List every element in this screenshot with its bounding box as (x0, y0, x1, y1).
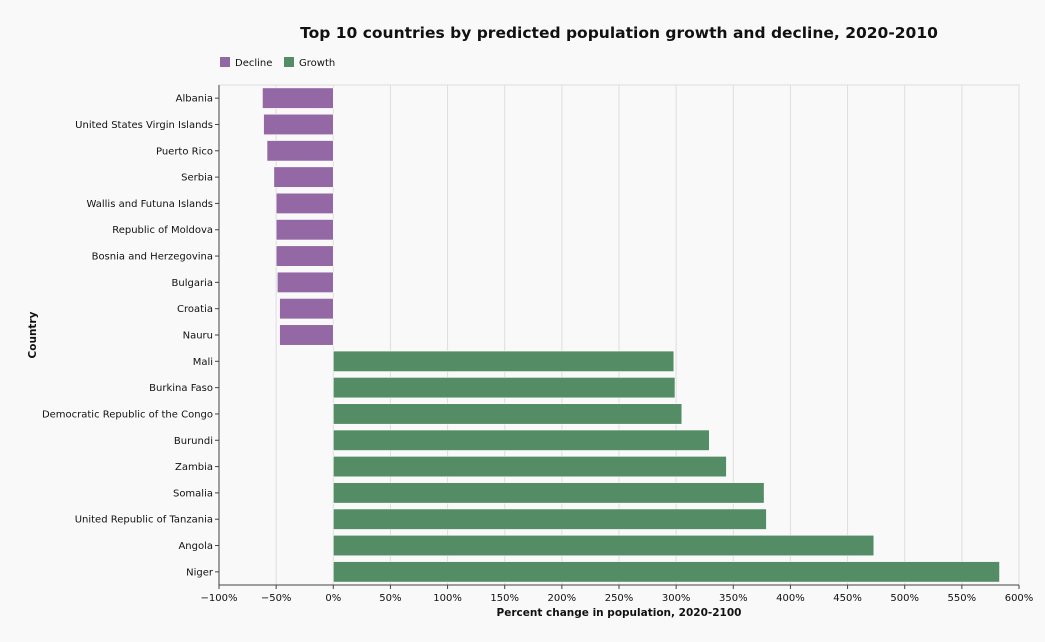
bar-serbia (273, 166, 334, 188)
legend-label-decline: Decline (235, 58, 272, 69)
x-tick-label: 100% (433, 593, 462, 604)
x-tick-label: 150% (490, 593, 519, 604)
y-axis-label: Country (27, 311, 39, 358)
bar-somalia (332, 482, 765, 504)
y-tick-label: Albania (176, 94, 213, 105)
y-tick-label: Mali (193, 357, 213, 368)
x-tick-label: 0% (325, 593, 341, 604)
bars (262, 87, 1000, 583)
x-tick-label: 200% (548, 593, 577, 604)
y-tick-label: United Republic of Tanzania (75, 515, 213, 526)
chart-title: Top 10 countries by predicted population… (300, 24, 938, 42)
y-tick-label: Zambia (175, 462, 213, 473)
y-tick-label: Bulgaria (172, 278, 213, 289)
x-tick-label: 550% (948, 593, 977, 604)
x-tick-label: 50% (379, 593, 401, 604)
x-tick-label: 300% (662, 593, 691, 604)
y-tick-label: Serbia (181, 173, 213, 184)
x-tick-label: 400% (776, 593, 805, 604)
x-tick-label: 250% (605, 593, 634, 604)
y-tick-label: Somalia (173, 488, 213, 499)
y-tick-label: Wallis and Futuna Islands (87, 199, 214, 210)
bar-united-republic-of-tanzania (332, 508, 767, 530)
y-tick-label: Niger (186, 567, 214, 578)
legend-label-growth: Growth (299, 58, 335, 69)
y-tick-label: Burundi (174, 436, 213, 447)
bar-wallis-and-futuna-islands (275, 192, 334, 214)
bar-nauru (279, 324, 334, 346)
bar-republic-of-moldova (275, 219, 334, 241)
bar-croatia (279, 298, 334, 320)
legend-swatch-growth (284, 57, 294, 67)
y-tick-labels: Albania United States Virgin Islands Puert… (42, 94, 219, 578)
y-tick-label: Burkina Faso (149, 383, 213, 394)
bar-united-states-virgin-islands (263, 113, 334, 136)
y-tick-label: United States Virgin Islands (75, 120, 213, 131)
y-tick-label: Republic of Moldova (112, 225, 213, 236)
bar-burkina-faso (332, 377, 676, 399)
x-tick-label: −100% (201, 593, 238, 604)
y-tick-label: Bosnia and Herzegovina (92, 252, 213, 263)
legend-swatch-decline (220, 57, 230, 67)
bar-democratic-republic-of-the-congo (332, 403, 683, 425)
bar-angola (332, 534, 875, 557)
legend: Decline Growth (220, 57, 335, 69)
bar-mali (332, 350, 675, 372)
x-tick-labels: −100% −50% 0% 50% 100% 150% 200% 250% 300% 350% 40… (201, 585, 1034, 604)
x-tick-label: 600% (1005, 593, 1034, 604)
bar-zambia (332, 456, 727, 478)
y-tick-label: Angola (178, 541, 213, 552)
y-tick-label: Nauru (183, 331, 213, 342)
x-tick-label: 450% (833, 593, 862, 604)
x-tick-label: −50% (261, 593, 292, 604)
bar-bosnia-and-herzegovina (275, 245, 334, 267)
bar-burundi (332, 429, 710, 451)
bar-albania (262, 87, 334, 109)
y-tick-label: Democratic Republic of the Congo (42, 409, 213, 420)
bar-bulgaria (276, 271, 334, 293)
x-axis-label: Percent change in population, 2020-2100 (497, 607, 742, 619)
x-tick-label: 350% (719, 593, 748, 604)
y-tick-label: Puerto Rico (156, 146, 213, 157)
x-tick-label: 500% (890, 593, 919, 604)
bar-puerto-rico (266, 140, 334, 162)
bar-niger (332, 561, 1000, 583)
y-tick-label: Croatia (177, 304, 213, 315)
